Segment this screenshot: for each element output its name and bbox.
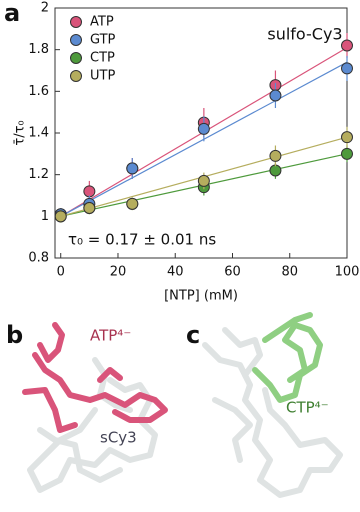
point: [126, 197, 139, 210]
point: [341, 131, 353, 144]
x-tick-label: 80: [281, 265, 298, 280]
x-tick-label: 20: [110, 265, 127, 280]
point: [83, 202, 96, 214]
y-tick-label: 2: [41, 1, 49, 16]
dye-label: sCy3: [100, 429, 137, 447]
y-tick-label: 1.6: [28, 84, 49, 99]
molecule-label: CTP⁴⁻: [286, 399, 329, 417]
molecule-label: ATP⁴⁻: [90, 327, 131, 345]
point: [83, 185, 96, 198]
annotation: sulfo-Cy3: [267, 25, 342, 44]
point: [341, 147, 353, 160]
y-tick-label: 1.4: [28, 126, 49, 141]
point: [269, 89, 282, 102]
y-tick-label: 1.2: [28, 167, 49, 182]
point: [269, 164, 282, 177]
x-axis-label: [NTP] (mM): [164, 289, 238, 304]
legend-label: CTP: [90, 51, 115, 66]
point: [126, 162, 139, 175]
x-tick-label: 40: [167, 265, 184, 280]
panel-label: b: [6, 321, 23, 349]
annotation: τ₀ = 0.17 ± 0.01 ns: [68, 231, 216, 249]
legend-marker: [70, 70, 82, 82]
panel-label: a: [4, 0, 20, 27]
x-tick-label: 100: [335, 265, 360, 280]
point: [269, 149, 282, 162]
panel-label: c: [186, 321, 200, 349]
point: [197, 122, 210, 135]
molecule-b: [22, 322, 168, 493]
point: [341, 62, 353, 75]
x-tick-label: 0: [57, 265, 65, 280]
y-axis-label: τ̄/τ₀: [13, 120, 28, 145]
legend-marker: [70, 52, 82, 64]
legend-label: UTP: [90, 69, 115, 84]
y-tick-label: 1: [41, 209, 49, 224]
molecule-c: [202, 312, 343, 498]
y-tick-label: 1.8: [28, 42, 49, 57]
point: [54, 210, 67, 223]
legend-label: ATP: [90, 15, 114, 30]
legend-label: GTP: [90, 33, 116, 48]
legend-marker: [70, 34, 82, 46]
legend-marker: [70, 16, 82, 28]
point: [197, 174, 210, 187]
point: [341, 39, 353, 52]
x-tick-label: 60: [224, 265, 241, 280]
y-tick-label: 0.8: [28, 251, 49, 266]
